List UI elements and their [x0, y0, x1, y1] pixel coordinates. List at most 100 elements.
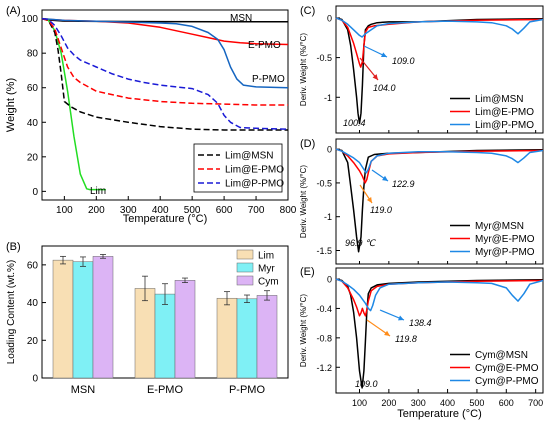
legend-label: Myr@P-PMO [475, 247, 535, 258]
plot-frame [335, 267, 544, 394]
bar-cym [256, 295, 278, 379]
legend-swatch [236, 275, 254, 286]
x-tick-label: 700 [248, 205, 265, 216]
peak-annotation: 109.0 [392, 56, 415, 66]
category-label: MSN [71, 384, 96, 396]
category-label: E-PMO [147, 384, 184, 396]
plot-frame [335, 5, 544, 134]
series-line-cym-p-pmo [335, 278, 544, 312]
legend-label: Myr [258, 264, 275, 275]
x-tick-label: 400 [152, 205, 169, 216]
y-tick-label: -0.4 [316, 304, 332, 314]
series-annotation: E-PMO [248, 40, 281, 51]
category-label: P-PMO [229, 384, 266, 396]
panel-a-chart: 0 20 40 60 80 100 100 200 300 400 500 600 700 800 (A) W… [5, 5, 297, 225]
panel-c-chart: 0 -0.5 -1 (C) Deriv. Weight (%/°C) 100.4 104.0… [299, 5, 544, 134]
panel-label: (B) [6, 241, 21, 253]
y-tick-label: 80 [27, 49, 39, 60]
x-tick-label: 300 [411, 398, 426, 408]
y-tick-label: 0 [32, 187, 38, 198]
x-tick-label: 100 [352, 398, 367, 408]
legend-swatch [236, 249, 254, 260]
annotation-arrowhead [372, 74, 378, 80]
legend-label: Lim@P-PMO [475, 120, 534, 131]
y-axis-label: Loading Content (wt.%) [6, 260, 17, 365]
series-annotation: Lim [90, 186, 106, 197]
y-axis-label: Deriv. Weight (%/°C) [299, 165, 308, 238]
series-line-myr-e-pmo [335, 148, 544, 184]
peak-annotation: 122.9 [392, 179, 415, 189]
peak-annotation: 104.0 [373, 83, 396, 93]
series-line-p-pmo [41, 17, 289, 89]
y-tick-label: -1 [324, 93, 332, 103]
series-line-lim-p-pmo [41, 17, 289, 130]
bar-lim [134, 288, 156, 379]
legend-label: Lim@E-PMO [475, 107, 534, 118]
legend-label: Myr@MSN [475, 221, 524, 232]
y-tick-label: -1 [324, 212, 332, 222]
y-axis-label: Deriv. Weight (%/°C) [299, 294, 308, 367]
legend-label: Cym [258, 277, 279, 288]
annotation-arrowhead [398, 315, 404, 321]
peak-annotation: 119.0 [370, 205, 392, 215]
y-tick-label: -1.5 [316, 246, 332, 256]
x-tick-label: 500 [469, 398, 484, 408]
bar-cym [174, 280, 196, 379]
peak-annotation: 100.4 [343, 118, 366, 128]
x-tick-label: 500 [184, 205, 201, 216]
bar-lim [216, 297, 238, 379]
y-tick-label: -0.8 [316, 333, 332, 343]
legend-label: Lim@E-PMO [225, 165, 284, 176]
series-line-myr-p-pmo [335, 148, 544, 174]
x-tick-label: 800 [280, 205, 297, 216]
annotation-arrowhead [382, 175, 388, 181]
y-tick-label: 20 [27, 152, 39, 163]
annotation-arrowhead [384, 330, 390, 336]
x-tick-label: 600 [216, 205, 233, 216]
panel-d-chart: 0 -0.5 -1 -1.5 (D) Deriv. Weight (%/°C) 96.9 ℃… [299, 138, 544, 265]
y-tick-label: -1.2 [316, 363, 332, 373]
x-tick-label: 300 [120, 205, 137, 216]
series-line-lim-e-pmo [335, 17, 544, 68]
bar-myr [154, 293, 176, 379]
series-line-lim-msn [41, 17, 288, 131]
y-tick-label: 60 [27, 260, 39, 271]
y-tick-label: 20 [27, 336, 39, 347]
legend-box [193, 143, 283, 193]
panel-label: (E) [300, 266, 315, 278]
y-axis-label: Deriv. Weight (%/°C) [299, 33, 308, 106]
y-tick-label: 0 [327, 275, 332, 285]
bar-myr [72, 261, 94, 379]
y-tick-label: 0 [32, 374, 38, 385]
x-tick-label: 200 [88, 205, 105, 216]
legend-label: Lim [258, 251, 274, 262]
y-tick-label: -0.5 [316, 178, 332, 188]
x-tick-label: 700 [528, 398, 543, 408]
legend-label: Myr@E-PMO [475, 234, 535, 245]
peak-annotation: 109.0 [355, 379, 378, 389]
x-tick-label: 400 [440, 398, 455, 408]
bar-myr [236, 298, 258, 379]
x-tick-label: 600 [499, 398, 514, 408]
x-axis-label: Temperature (°C) [123, 213, 207, 225]
y-tick-label: 60 [27, 83, 39, 94]
bar-cym [92, 256, 114, 379]
x-axis-label: Temperature (°C) [397, 408, 481, 420]
series-line-cym-e-pmo [335, 278, 544, 317]
y-tick-label: 0 [327, 13, 332, 23]
y-tick-label: 40 [27, 298, 39, 309]
bar-lim [52, 259, 74, 379]
legend-swatch [236, 262, 254, 273]
peak-annotation: 96.9 ℃ [345, 238, 376, 248]
peak-annotation: 138.4 [409, 318, 432, 328]
x-tick-label: 100 [56, 205, 73, 216]
annotation-arrowhead [366, 197, 372, 203]
peak-annotation: 119.8 [395, 334, 417, 344]
x-tick-label: 200 [381, 398, 396, 408]
legend-label: Cym@MSN [475, 350, 528, 361]
series-annotation: MSN [230, 13, 252, 24]
panel-e-chart: 0 -0.4 -0.8 -1.2 100 200 300 400 500 600 700 (E) Der… [299, 266, 544, 420]
legend-label: Lim@MSN [225, 151, 274, 162]
series-line-lim-e-pmo [41, 17, 288, 106]
annotation-arrowhead [381, 52, 387, 58]
